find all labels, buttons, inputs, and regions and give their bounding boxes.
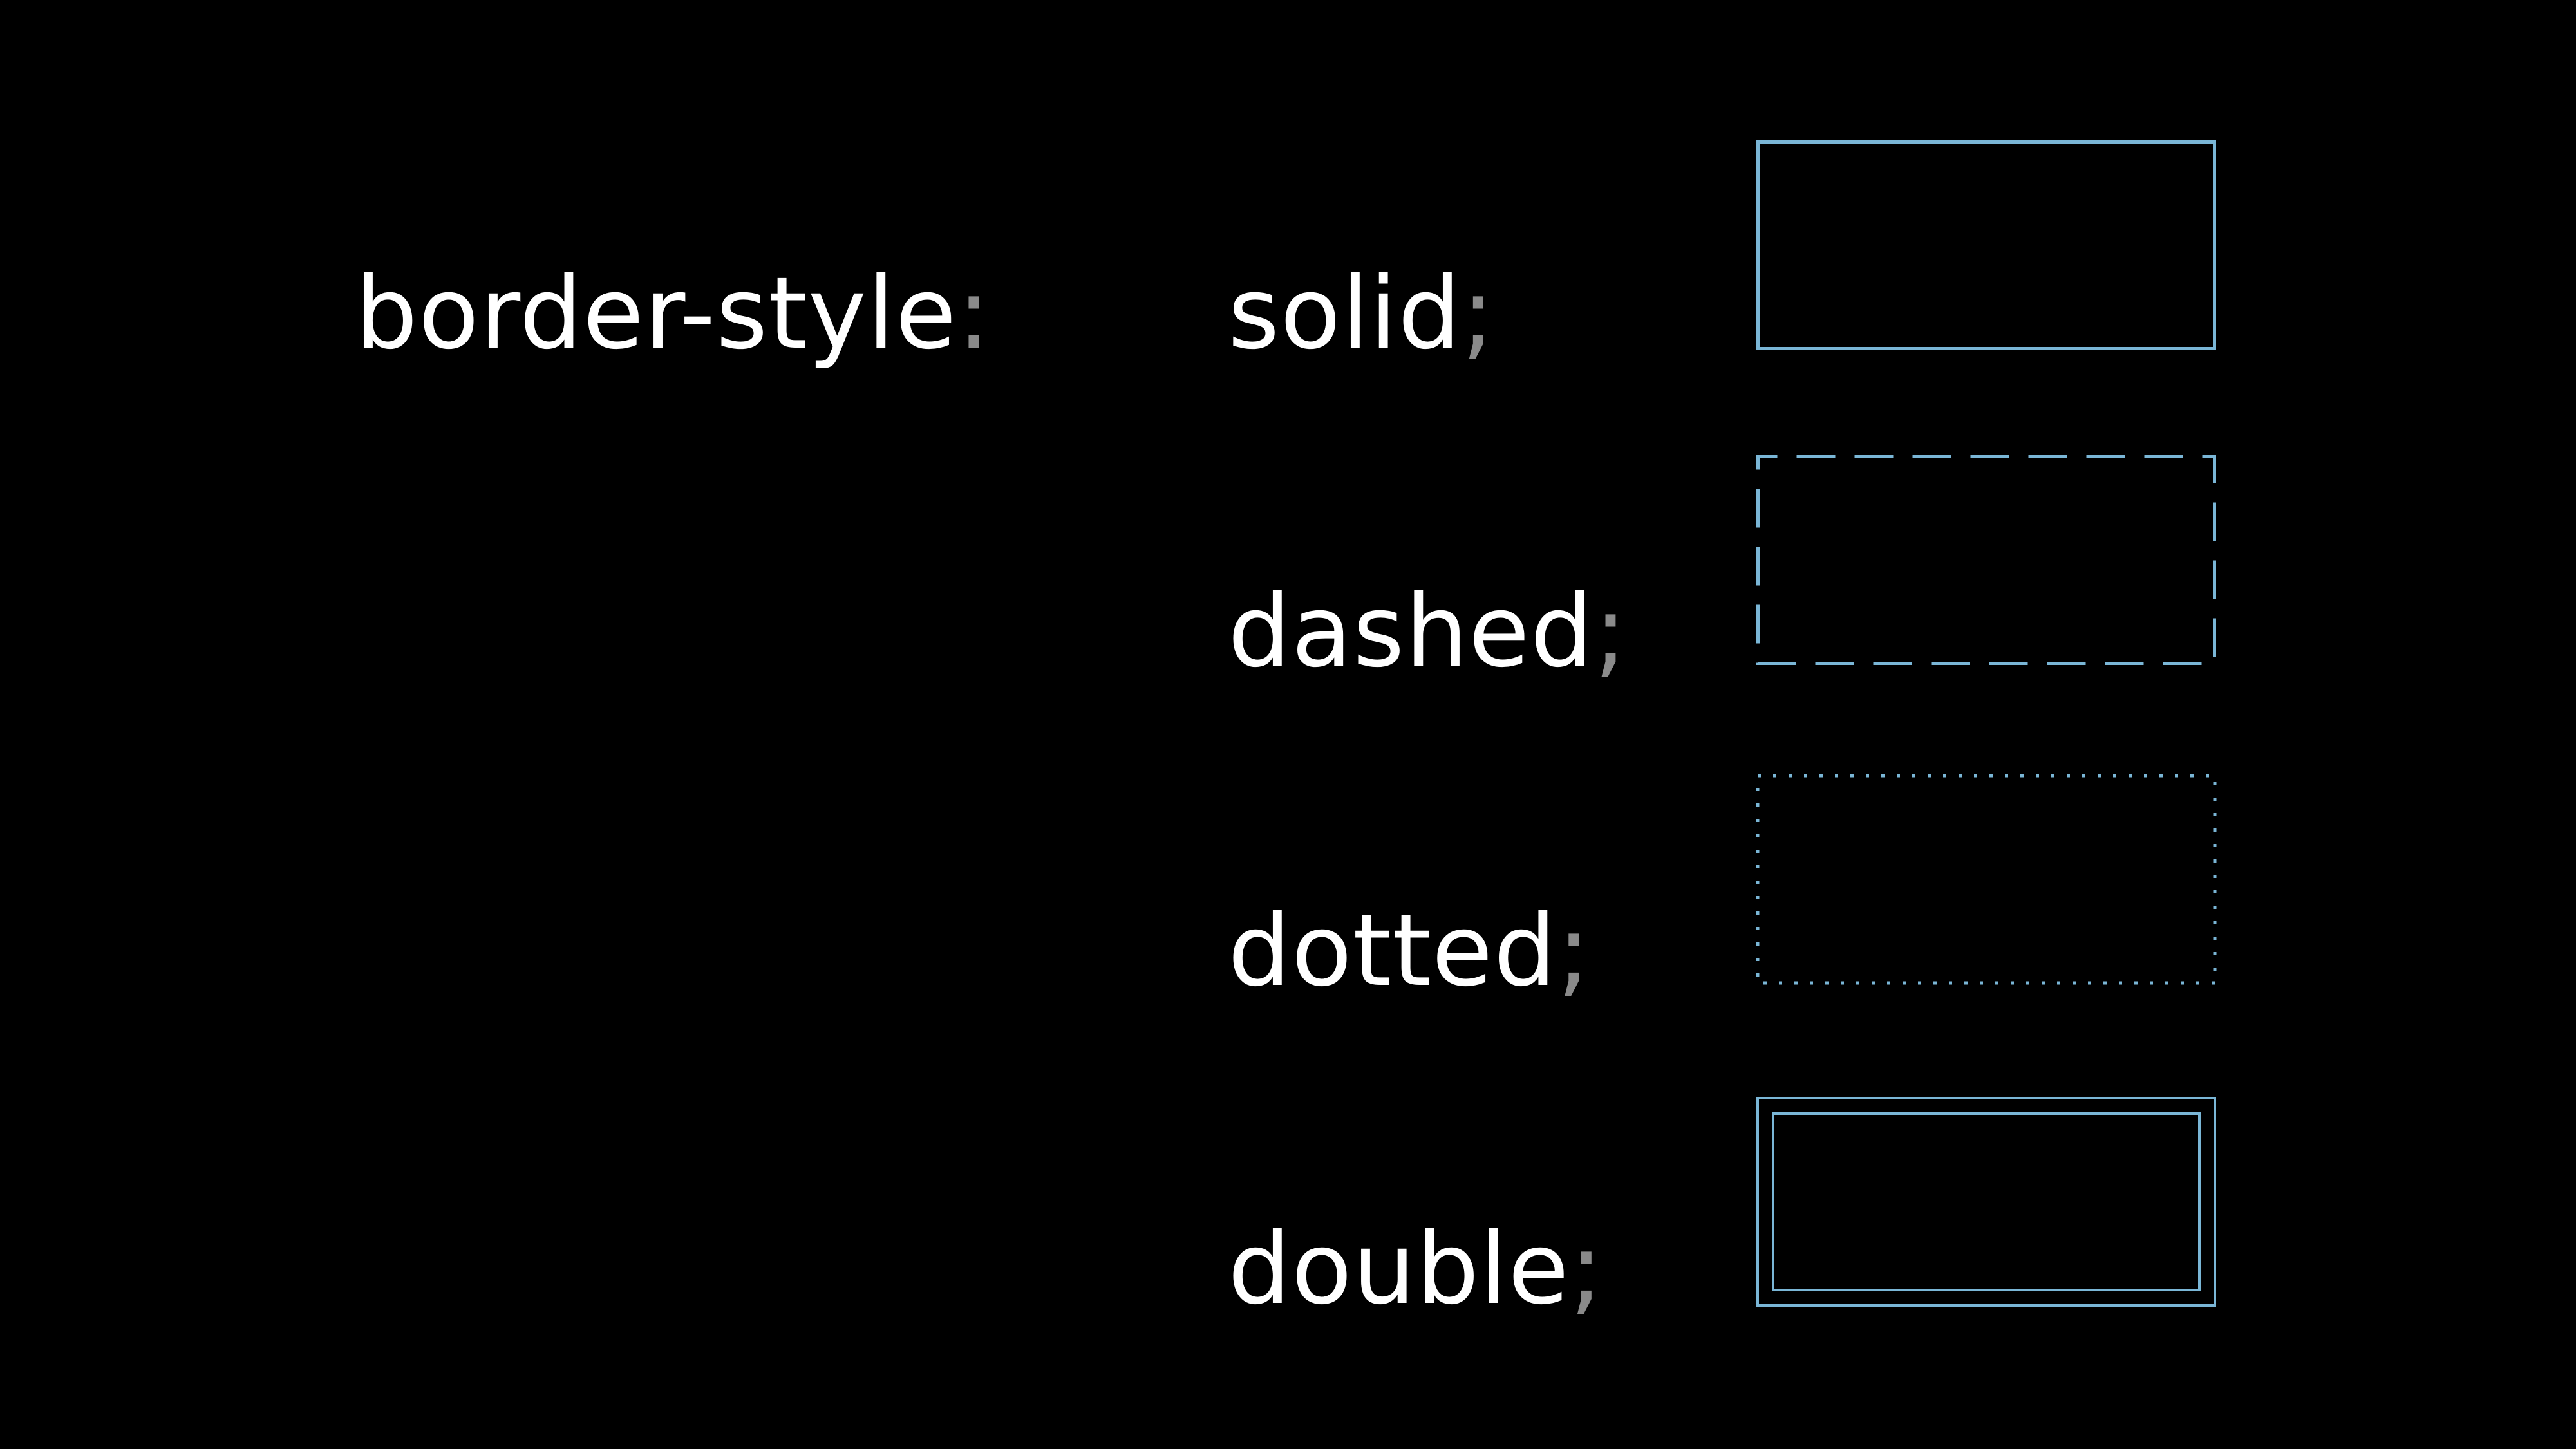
property-name-text: border-style xyxy=(355,256,957,371)
value-dotted-label: dotted xyxy=(1228,893,1557,1009)
value-double: double; xyxy=(1228,1205,1604,1334)
dashed-border-sample xyxy=(1756,455,2216,665)
value-double-label: double xyxy=(1228,1211,1570,1327)
dotted-border-frame xyxy=(1756,774,2217,985)
value-dashed: dashed; xyxy=(1228,568,1628,696)
dashed-border-frame xyxy=(1756,455,2216,665)
property-colon: : xyxy=(957,256,992,371)
double-border-inner-line xyxy=(1772,1112,2201,1291)
solid-border-sample xyxy=(1756,140,2216,350)
double-border-sample xyxy=(1756,1097,2216,1307)
value-dotted: dotted; xyxy=(1228,887,1591,1016)
property-name: border-style: xyxy=(355,250,991,379)
value-solid-label: solid xyxy=(1228,256,1462,371)
value-solid: solid; xyxy=(1228,250,1496,379)
value-dotted-semicolon: ; xyxy=(1557,893,1592,1009)
value-double-semicolon: ; xyxy=(1569,1211,1604,1327)
value-dashed-label: dashed xyxy=(1228,574,1594,689)
dotted-border-sample xyxy=(1756,774,2217,985)
value-solid-semicolon: ; xyxy=(1461,256,1496,371)
value-dashed-semicolon: ; xyxy=(1594,574,1628,689)
